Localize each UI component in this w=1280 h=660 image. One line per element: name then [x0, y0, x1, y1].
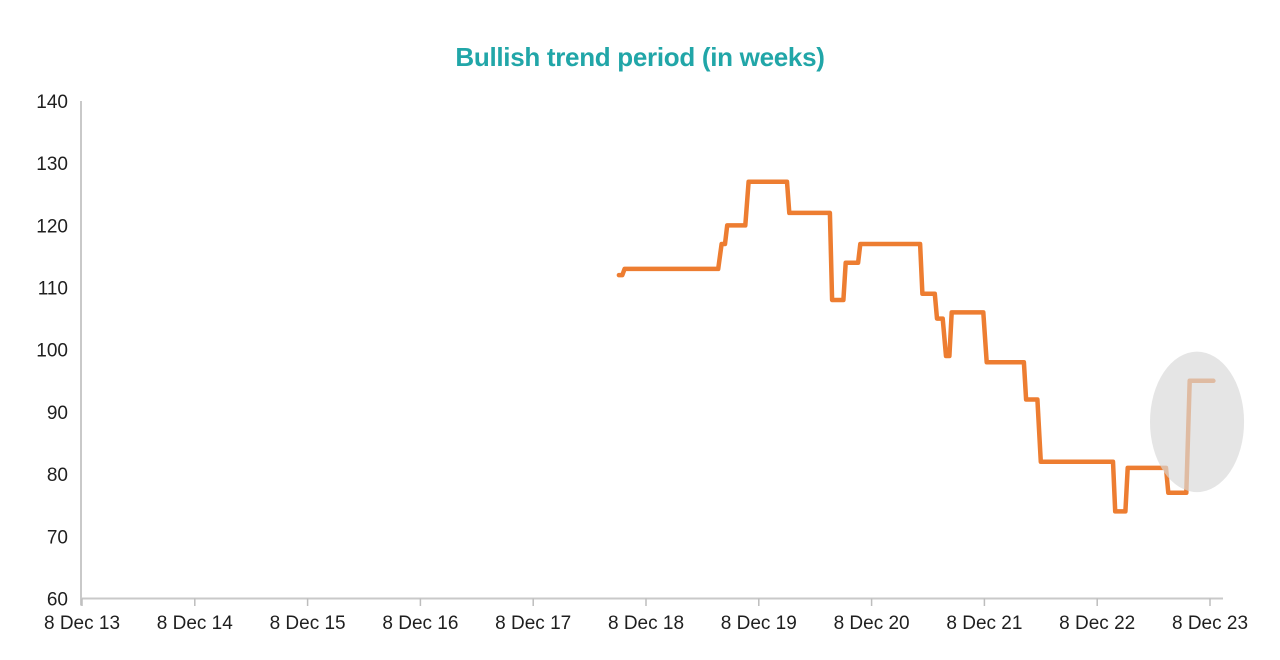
y-axis-label: 120: [36, 216, 68, 237]
x-axis-label: 8 Dec 17: [495, 613, 571, 634]
highlight-ellipse: [1149, 351, 1245, 493]
y-axis-label: 60: [47, 590, 68, 611]
y-axis-label: 90: [47, 403, 68, 424]
y-axis-label: 80: [47, 465, 68, 486]
x-axis-label: 8 Dec 15: [270, 613, 346, 634]
x-axis-label: 8 Dec 22: [1059, 613, 1135, 634]
chart-title: Bullish trend period (in weeks): [455, 42, 825, 72]
x-axis-label: 8 Dec 16: [382, 613, 458, 634]
x-axis-label: 8 Dec 14: [157, 613, 233, 634]
x-axis-label: 8 Dec 21: [946, 613, 1022, 634]
x-axis-label: 8 Dec 20: [834, 613, 910, 634]
trend-line: [616, 179, 1216, 514]
x-axis-label: 8 Dec 13: [44, 613, 120, 634]
x-axis-label: 8 Dec 23: [1172, 613, 1248, 634]
y-axis-label: 70: [47, 527, 68, 548]
y-axis-label: 100: [36, 341, 68, 362]
x-axis-label: 8 Dec 18: [608, 613, 684, 634]
x-axis-label: 8 Dec 19: [721, 613, 797, 634]
y-axis-label: 130: [36, 154, 68, 175]
y-axis-label: 110: [38, 279, 68, 300]
y-axis-label: 140: [36, 92, 68, 113]
